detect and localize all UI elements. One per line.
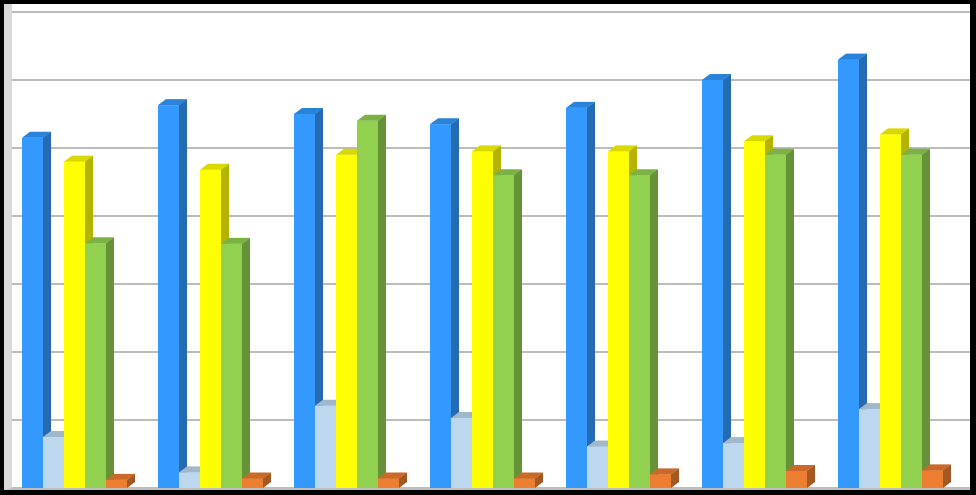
bar-top bbox=[901, 148, 930, 155]
bar bbox=[242, 478, 263, 488]
bar bbox=[43, 437, 64, 488]
bar-side bbox=[671, 468, 679, 488]
bar bbox=[378, 478, 399, 488]
bar bbox=[765, 154, 786, 489]
bar bbox=[859, 409, 880, 488]
bar-side bbox=[451, 118, 459, 488]
bar bbox=[315, 405, 336, 488]
bar bbox=[294, 114, 315, 488]
bar-side bbox=[127, 473, 135, 488]
bar bbox=[587, 446, 608, 488]
bar-top bbox=[357, 114, 386, 121]
bar-top bbox=[294, 108, 323, 114]
bar-side bbox=[943, 464, 951, 488]
bar-side bbox=[650, 169, 658, 488]
plot-area bbox=[4, 4, 970, 490]
bar-top bbox=[514, 472, 543, 479]
bar-side bbox=[378, 114, 386, 489]
bar bbox=[85, 243, 106, 488]
bar-top bbox=[242, 472, 271, 479]
bar-side bbox=[399, 472, 407, 488]
bar bbox=[922, 470, 943, 488]
bar-top bbox=[765, 148, 794, 155]
bar-side bbox=[807, 465, 815, 488]
bar-side bbox=[922, 148, 930, 489]
bar-top bbox=[106, 473, 135, 480]
bar bbox=[106, 479, 127, 488]
bar bbox=[650, 474, 671, 488]
bar-top bbox=[472, 145, 501, 152]
bar-side bbox=[786, 148, 794, 489]
bar bbox=[608, 151, 629, 488]
bar-top bbox=[378, 472, 407, 479]
bar bbox=[472, 151, 493, 488]
bar bbox=[566, 107, 587, 488]
bar bbox=[158, 105, 179, 488]
bar-top bbox=[650, 468, 679, 475]
bar bbox=[901, 154, 922, 489]
bar-top bbox=[85, 237, 114, 244]
bar-side bbox=[263, 472, 271, 488]
bar-top bbox=[566, 101, 595, 108]
bar-side bbox=[179, 99, 187, 488]
bar bbox=[336, 154, 357, 489]
bar bbox=[22, 137, 43, 489]
bar-side bbox=[723, 74, 731, 488]
bar bbox=[786, 471, 807, 488]
chart-floor bbox=[4, 488, 970, 490]
bar-top bbox=[786, 465, 815, 471]
bar-top bbox=[838, 53, 867, 60]
bar bbox=[221, 243, 242, 488]
bar bbox=[838, 59, 859, 488]
bar-side bbox=[859, 53, 867, 488]
bar bbox=[493, 175, 514, 488]
bar bbox=[702, 80, 723, 488]
bar-top bbox=[629, 169, 658, 176]
bar bbox=[357, 120, 378, 489]
bar-side bbox=[106, 237, 114, 488]
bar-side bbox=[535, 472, 543, 488]
bar-top bbox=[702, 74, 731, 80]
bar-top bbox=[158, 99, 187, 106]
bar-top bbox=[22, 131, 51, 138]
bar-top bbox=[744, 135, 773, 142]
bar-top bbox=[430, 118, 459, 125]
bar-side bbox=[315, 108, 323, 488]
bar-top bbox=[200, 163, 229, 170]
bar-top bbox=[493, 169, 522, 176]
bar bbox=[744, 141, 765, 488]
bar-top bbox=[221, 237, 250, 244]
bar-chart bbox=[4, 4, 970, 490]
bar-side bbox=[587, 101, 595, 488]
bar bbox=[880, 134, 901, 488]
bar bbox=[451, 417, 472, 488]
bar bbox=[514, 478, 535, 488]
bar-top bbox=[922, 464, 951, 471]
bar-top bbox=[608, 145, 637, 152]
bar bbox=[430, 124, 451, 488]
bar bbox=[723, 443, 744, 488]
bar bbox=[200, 169, 221, 488]
bar-side bbox=[43, 131, 51, 489]
bar-top bbox=[880, 128, 909, 135]
bar bbox=[179, 472, 200, 488]
bar bbox=[629, 175, 650, 488]
bar-top bbox=[64, 155, 93, 162]
bar-side bbox=[242, 237, 250, 488]
bar-side bbox=[514, 169, 522, 488]
bar bbox=[64, 161, 85, 488]
chart-left-wall bbox=[4, 4, 12, 490]
